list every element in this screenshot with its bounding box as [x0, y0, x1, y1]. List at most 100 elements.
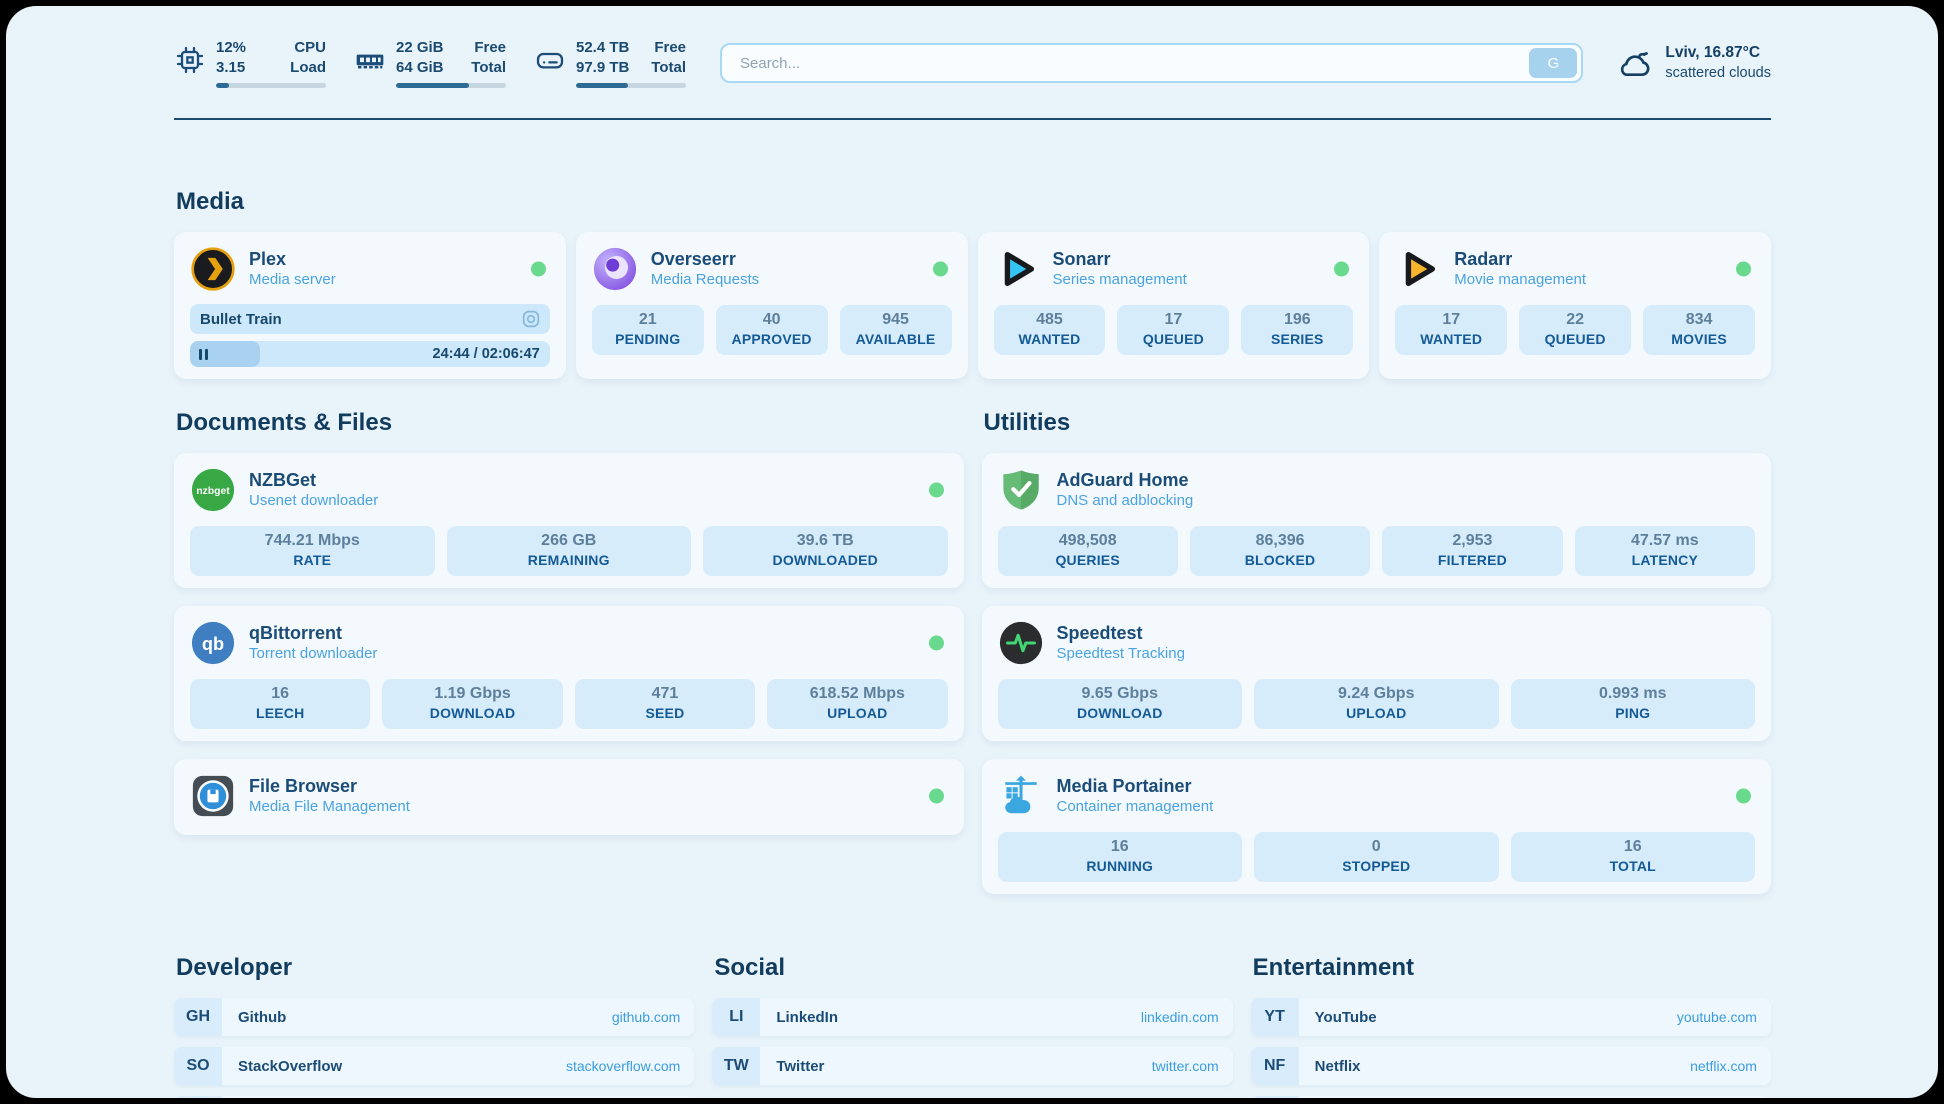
- adguard-icon: [998, 467, 1044, 513]
- weather-widget: Lviv, 16.87°C scattered clouds: [1615, 43, 1771, 83]
- qbittorrent-status-dot: [929, 636, 944, 651]
- stat-box: 0.993 ms PING: [1511, 679, 1756, 729]
- plex-time: 24:44 / 02:06:47: [433, 346, 550, 362]
- bookmark-youtube[interactable]: YT YouTube youtube.com: [1251, 998, 1771, 1036]
- google-search-button[interactable]: G: [1529, 48, 1577, 78]
- stat-value: 0.993 ms: [1515, 685, 1752, 703]
- disk-progress-track: [576, 83, 686, 88]
- cpu-load-value: 3.15: [216, 58, 272, 78]
- adguard-card: AdGuard Home DNS and adblocking 498,508 …: [982, 453, 1772, 588]
- ram-progress-fill: [396, 83, 469, 88]
- bookmark-twitter[interactable]: TW Twitter twitter.com: [712, 1047, 1232, 1085]
- screen-circle-icon: [520, 308, 542, 330]
- bookmark-stackoverflow[interactable]: SO StackOverflow stackoverflow.com: [174, 1047, 694, 1085]
- bookmark-reddit[interactable]: RE Reddit reddit.com: [1251, 1096, 1771, 1098]
- ram-icon: [354, 44, 386, 76]
- bookmark-url: github.com: [612, 1009, 680, 1025]
- nzbget-status-dot: [929, 483, 944, 498]
- cpu-icon: [174, 44, 206, 76]
- bookmark-linkedin[interactable]: LI LinkedIn linkedin.com: [712, 998, 1232, 1036]
- stat-label: WANTED: [998, 331, 1102, 347]
- stat-value: 21: [596, 311, 700, 329]
- cloud-icon: [1615, 46, 1653, 80]
- search-bar: G: [720, 43, 1583, 83]
- bookmark-name: Netflix: [1315, 1058, 1361, 1075]
- qbittorrent-stats: 16 LEECH 1.19 Gbps DOWNLOAD 471 SEED 6: [190, 679, 948, 729]
- stat-box: 0 STOPPED: [1254, 832, 1499, 882]
- plex-icon: [190, 246, 236, 292]
- stat-label: QUEUED: [1523, 331, 1627, 347]
- stat-label: QUEUED: [1121, 331, 1225, 347]
- qbittorrent-app-link[interactable]: qb qBittorrent Torrent downloader: [190, 616, 948, 670]
- bookmark-abbr: DT: [174, 1096, 222, 1098]
- radarr-app-link[interactable]: Radarr Movie management: [1395, 242, 1755, 296]
- cpu-progress-fill: [216, 83, 229, 88]
- plex-status-dot: [531, 262, 546, 277]
- header-divider: [174, 118, 1771, 120]
- stat-value: 22: [1523, 311, 1627, 329]
- utilities-column: Utilities AdGuard Home DNS and adblockin…: [982, 409, 1772, 912]
- weather-location: Lviv, 16.87°C: [1665, 43, 1771, 64]
- stat-box: 9.24 Gbps UPLOAD: [1254, 679, 1499, 729]
- stat-box: 16 TOTAL: [1511, 832, 1756, 882]
- adguard-app-link[interactable]: AdGuard Home DNS and adblocking: [998, 463, 1756, 517]
- section-title-entertainment: Entertainment: [1253, 954, 1771, 982]
- sonarr-app-link[interactable]: Sonarr Series management: [994, 242, 1354, 296]
- stat-box: 47.57 ms LATENCY: [1575, 526, 1755, 576]
- filebrowser-app-link[interactable]: File Browser Media File Management: [190, 769, 948, 823]
- bookmark-abbr: RE: [1251, 1096, 1299, 1098]
- bookmark-name: Github: [238, 1009, 286, 1026]
- bookmark-abbr: NF: [1251, 1047, 1299, 1085]
- plex-app-link[interactable]: Plex Media server: [190, 242, 550, 296]
- bookmarks-area: Developer GH Github github.com SO StackO…: [174, 954, 1771, 1098]
- disk-total-label: Total: [648, 58, 686, 78]
- stat-label: STOPPED: [1258, 858, 1495, 874]
- overseerr-status-dot: [933, 262, 948, 277]
- portainer-app-link[interactable]: Media Portainer Container management: [998, 769, 1756, 823]
- stream-info-button[interactable]: [520, 308, 542, 330]
- bookmark-abbr: SO: [174, 1047, 222, 1085]
- ram-total-value: 64 GiB: [396, 58, 452, 78]
- bookmark-github[interactable]: GH Github github.com: [174, 998, 694, 1036]
- bookmark-dev[interactable]: DT DEV dev.to: [174, 1096, 694, 1098]
- pause-icon: [199, 349, 208, 360]
- stat-box: 17 WANTED: [1395, 305, 1507, 355]
- nzbget-title: NZBGet: [249, 469, 378, 492]
- nzbget-subtitle: Usenet downloader: [249, 492, 378, 511]
- radarr-icon: [1395, 246, 1441, 292]
- stat-value: 17: [1121, 311, 1225, 329]
- stat-box: 17 QUEUED: [1117, 305, 1229, 355]
- main-content: Media Plex Media server Bullet Train: [174, 188, 1771, 1098]
- filebrowser-title: File Browser: [249, 775, 410, 798]
- weather-condition: scattered clouds: [1665, 64, 1771, 84]
- stat-value: 0: [1258, 838, 1495, 856]
- filebrowser-subtitle: Media File Management: [249, 798, 410, 817]
- cpu-usage-label: CPU: [288, 38, 326, 58]
- bookmark-url: twitter.com: [1152, 1058, 1219, 1074]
- bookmark-url: linkedin.com: [1141, 1009, 1219, 1025]
- stat-label: AVAILABLE: [844, 331, 948, 347]
- stat-box: 266 GB REMAINING: [447, 526, 692, 576]
- stat-label: PING: [1515, 705, 1752, 721]
- speedtest-subtitle: Speedtest Tracking: [1057, 645, 1185, 664]
- stat-value: 9.65 Gbps: [1002, 685, 1239, 703]
- overseerr-app-link[interactable]: Overseerr Media Requests: [592, 242, 952, 296]
- nzbget-app-link[interactable]: nzbget NZBGet Usenet downloader: [190, 463, 948, 517]
- stat-value: 2,953: [1386, 532, 1558, 550]
- filebrowser-card: File Browser Media File Management: [174, 759, 964, 835]
- section-title-developer: Developer: [176, 954, 694, 982]
- search-input[interactable]: [738, 54, 1529, 73]
- stat-label: UPLOAD: [1258, 705, 1495, 721]
- stat-label: PENDING: [596, 331, 700, 347]
- speedtest-app-link[interactable]: Speedtest Speedtest Tracking: [998, 616, 1756, 670]
- stat-label: MOVIES: [1647, 331, 1751, 347]
- stat-value: 196: [1245, 311, 1349, 329]
- cpu-load-label: Load: [288, 58, 326, 78]
- bookmark-name: LinkedIn: [776, 1009, 838, 1026]
- bookmark-url: youtube.com: [1677, 1009, 1757, 1025]
- stat-value: 471: [579, 685, 751, 703]
- bookmark-netflix[interactable]: NF Netflix netflix.com: [1251, 1047, 1771, 1085]
- stat-label: RUNNING: [1002, 858, 1239, 874]
- plex-progress-bar: 24:44 / 02:06:47: [190, 341, 550, 367]
- stat-box: 86,396 BLOCKED: [1190, 526, 1370, 576]
